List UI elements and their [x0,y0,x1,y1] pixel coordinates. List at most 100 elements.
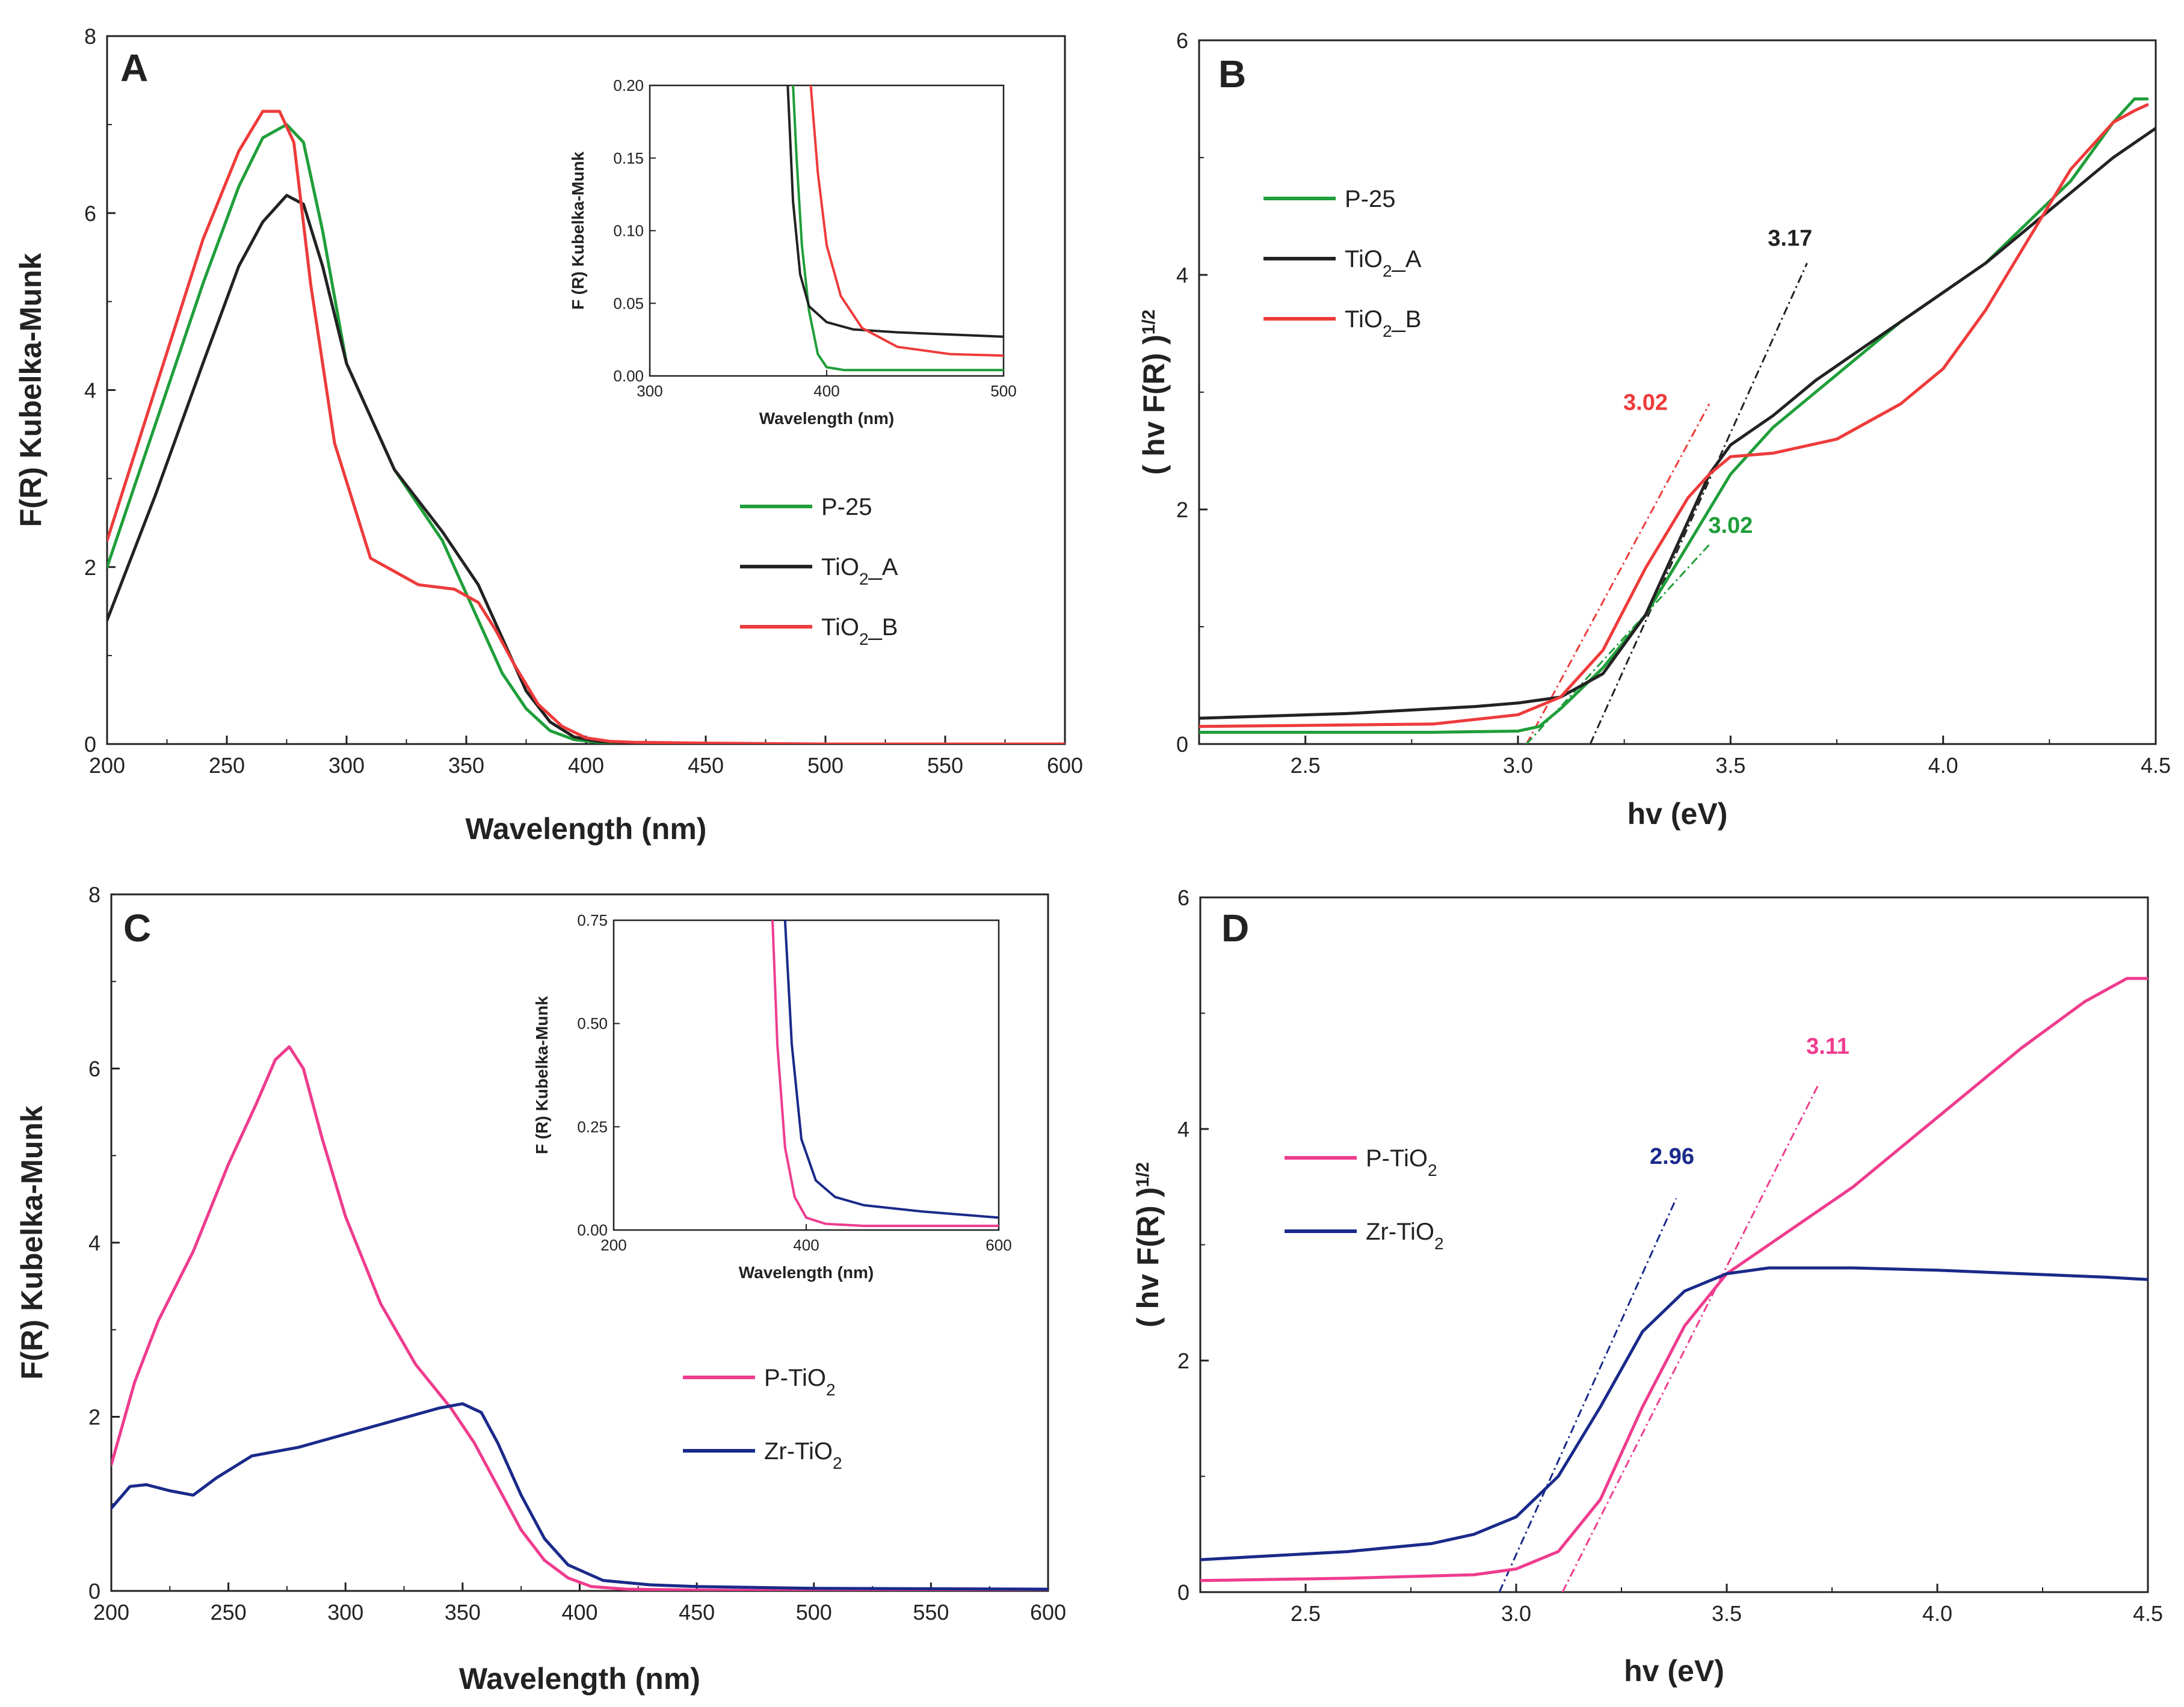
series-line [1200,977,2148,1582]
y-axis-label: F(R) Kubelka-Munk [14,253,48,527]
panel-letter: A [120,46,148,90]
legend-label: Zr-TiO2 [1366,1219,1444,1253]
inset-x-tick-label: 600 [986,1236,1011,1254]
x-tick-label: 450 [688,753,724,778]
series-line [1199,103,2149,728]
inset-y-tick-label: 0.50 [577,1015,608,1033]
legend-label: Zr-TiO2 [764,1438,842,1472]
panel-letter: D [1221,906,1249,950]
series-group [111,1045,1048,1591]
y-tick-label: 0 [1176,732,1188,757]
x-axis-label: hv (eV) [1624,1654,1724,1688]
x-axis-label: Wavelength (nm) [459,1662,700,1696]
inset-x-tick-label: 500 [990,382,1016,400]
x-tick-label: 3.0 [1503,753,1533,778]
inset-y-tick-label: 0.25 [577,1118,608,1136]
y-tick-label: 6 [84,201,96,226]
y-axis-label: F(R) Kubelka-Munk [15,1106,49,1380]
y-tick-label: 4 [1177,1117,1189,1142]
inset-x-axis-label: Wavelength (nm) [759,409,895,428]
y-tick-label: 0 [88,1579,100,1604]
legend-label: P-25 [1345,186,1396,212]
series-line [111,1402,1048,1591]
x-tick-label: 400 [561,1600,597,1625]
inset-series-line [792,85,1004,372]
x-tick-label: 4.5 [2133,1601,2163,1626]
legend-label: TiO2_A [1345,246,1422,280]
x-axis-label: hv (eV) [1627,797,1728,831]
inset-x-tick-label: 300 [637,382,662,400]
inset-y-axis-label: F (R) Kubelka-Munk [569,152,587,310]
panel-D: 2.5 3.0 3.5 4.0 4.5 0 2 4 6 hv (eV) ( hv F(R) )1/2… [1131,885,2163,1688]
panel-C: 200 250 300 350 400 450 500 550 600 0 2 4 6 8 Waveleng… [15,882,1066,1696]
inset-y-axis-label: F (R) Kubelka-Munk [532,996,551,1154]
x-tick-label: 3.5 [1712,1601,1742,1626]
inset-y-tick-label: 0.20 [613,76,644,94]
inset-y-tick-label: 0.75 [577,911,608,929]
plot-frame [1198,39,2157,745]
x-tick-label: 4.5 [2141,753,2171,778]
y-tick-label: 4 [1176,263,1188,288]
inset-x-axis-label: Wavelength (nm) [739,1263,874,1282]
inset-series-group [771,920,999,1228]
x-axis-label: Wavelength (nm) [466,812,707,846]
y-axis-label: ( hv F(R) )1/2 [1131,1162,1165,1327]
x-tick-label: 4.0 [1928,753,1958,778]
legend-label: TiO2_B [1345,306,1421,340]
y-tick-label: 0 [84,732,96,757]
bandgap-annotation: 3.11 [1806,1034,1849,1059]
y-tick-label: 8 [88,882,100,907]
y-axis-label: ( hv F(R) )1/2 [1137,310,1171,475]
y-tick-label: 8 [84,24,96,49]
inset-frame [612,919,1000,1231]
inset-frame [649,84,1005,377]
x-tick-label: 200 [93,1600,129,1625]
legend-label: P-TiO2 [1366,1145,1437,1180]
tangent-fit-line [1525,403,1710,744]
x-tick-label: 300 [329,753,365,778]
y-tick-label: 6 [1177,885,1189,910]
x-tick-label: 500 [807,753,844,778]
x-tick-label: 2.5 [1291,1601,1321,1626]
inset-series-group [786,85,1004,372]
inset-series-line [771,920,999,1228]
x-tick-label: 4.0 [1922,1601,1952,1626]
tangent-fit-line [1589,262,1808,744]
y-tick-label: 6 [88,1057,100,1081]
inset-y-tick-label: 0.00 [577,1221,608,1239]
y-tick-label: 4 [84,378,96,403]
y-tick-label: 2 [1177,1349,1189,1373]
x-tick-label: 350 [448,753,484,778]
bandgap-annotation: 3.17 [1768,226,1812,251]
x-tick-label: 250 [211,1600,247,1625]
y-tick-label: 6 [1176,28,1188,53]
plot-frame [1199,896,2149,1593]
y-tick-label: 2 [84,555,96,580]
legend-label: TiO2_B [821,614,898,648]
x-tick-label: 300 [327,1600,363,1625]
tangent-fit-line [1498,1198,1677,1592]
inset-y-tick-label: 0.15 [613,149,644,167]
series-line [1199,97,2149,734]
x-tick-label: 200 [89,753,125,778]
x-tick-label: 3.0 [1501,1601,1531,1626]
x-tick-label: 250 [209,753,245,778]
inset-y-tick-label: 0.10 [613,222,644,240]
x-tick-label: 450 [679,1600,715,1625]
x-tick-label: 600 [1047,753,1083,778]
inset-y-tick-label: 0.00 [613,367,644,385]
bandgap-annotation: 3.02 [1623,390,1668,415]
inset-series-line [783,920,999,1219]
y-tick-label: 2 [1176,497,1188,522]
y-tick-label: 4 [88,1231,100,1255]
legend-label: P-TiO2 [764,1365,836,1399]
series-group [1200,977,2148,1592]
bandgap-annotation: 3.02 [1708,513,1753,538]
inset-plot: 300 400 500 0.00 0.05 0.10 0.15 0.20 Wavelength … [569,76,1017,428]
inset-series-line [786,85,1004,338]
x-tick-label: 3.5 [1715,753,1745,778]
x-tick-label: 500 [796,1600,832,1625]
inset-series-line [809,85,1004,357]
inset-x-tick-label: 400 [793,1236,819,1254]
